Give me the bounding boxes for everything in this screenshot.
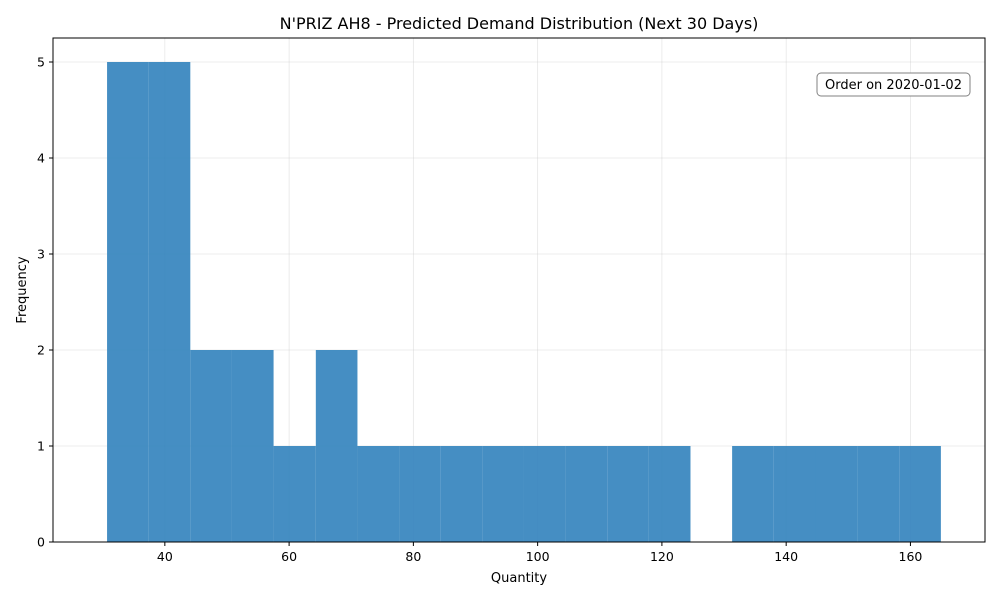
- histogram-bar: [190, 350, 232, 542]
- histogram-bar: [565, 446, 608, 542]
- histogram-bar: [231, 350, 274, 542]
- histogram-bar: [148, 62, 191, 542]
- x-axis-label: Quantity: [491, 571, 547, 586]
- histogram-bar: [815, 446, 858, 542]
- chart-title: N'PRIZ AH8 - Predicted Demand Distributi…: [280, 14, 759, 33]
- y-tick-label: 4: [37, 151, 45, 166]
- histogram-bar: [440, 446, 483, 542]
- y-axis-label: Frequency: [15, 256, 30, 323]
- histogram-bar: [607, 446, 649, 542]
- histogram-bar: [273, 446, 316, 542]
- x-tick-label: 80: [405, 549, 421, 564]
- histogram-bar: [357, 446, 400, 542]
- histogram-bar: [899, 446, 941, 542]
- y-tick-label: 0: [37, 535, 45, 550]
- histogram-bar: [399, 446, 441, 542]
- y-tick-label: 2: [37, 343, 45, 358]
- histogram-bar: [732, 446, 774, 542]
- histogram-bar: [107, 62, 149, 542]
- x-tick-label: 100: [526, 549, 550, 564]
- histogram-bar: [523, 446, 566, 542]
- histogram-bar: [482, 446, 524, 542]
- x-tick-label: 120: [650, 549, 674, 564]
- histogram-bar: [315, 350, 358, 542]
- bars-layer: [107, 62, 941, 542]
- histogram-bar: [648, 446, 691, 542]
- plot-frame: [52, 37, 986, 543]
- x-axis: 40 60 80 100 120 140 160: [157, 542, 923, 564]
- x-tick-label: 60: [281, 549, 297, 564]
- y-tick-label: 3: [37, 247, 45, 262]
- annotation-frame: [816, 72, 971, 97]
- annotation-text: Order on 2020-01-02: [825, 78, 962, 93]
- x-tick-label: 40: [157, 549, 173, 564]
- histogram-bar: [773, 446, 816, 542]
- y-axis: 0 1 2 3 4 5: [37, 55, 53, 550]
- x-tick-label: 160: [899, 549, 923, 564]
- y-tick-label: 5: [37, 55, 45, 70]
- annotation-box: Order on 2020-01-02: [816, 72, 971, 97]
- y-tick-label: 1: [37, 439, 45, 454]
- x-tick-label: 140: [774, 549, 798, 564]
- histogram-bar: [857, 446, 900, 542]
